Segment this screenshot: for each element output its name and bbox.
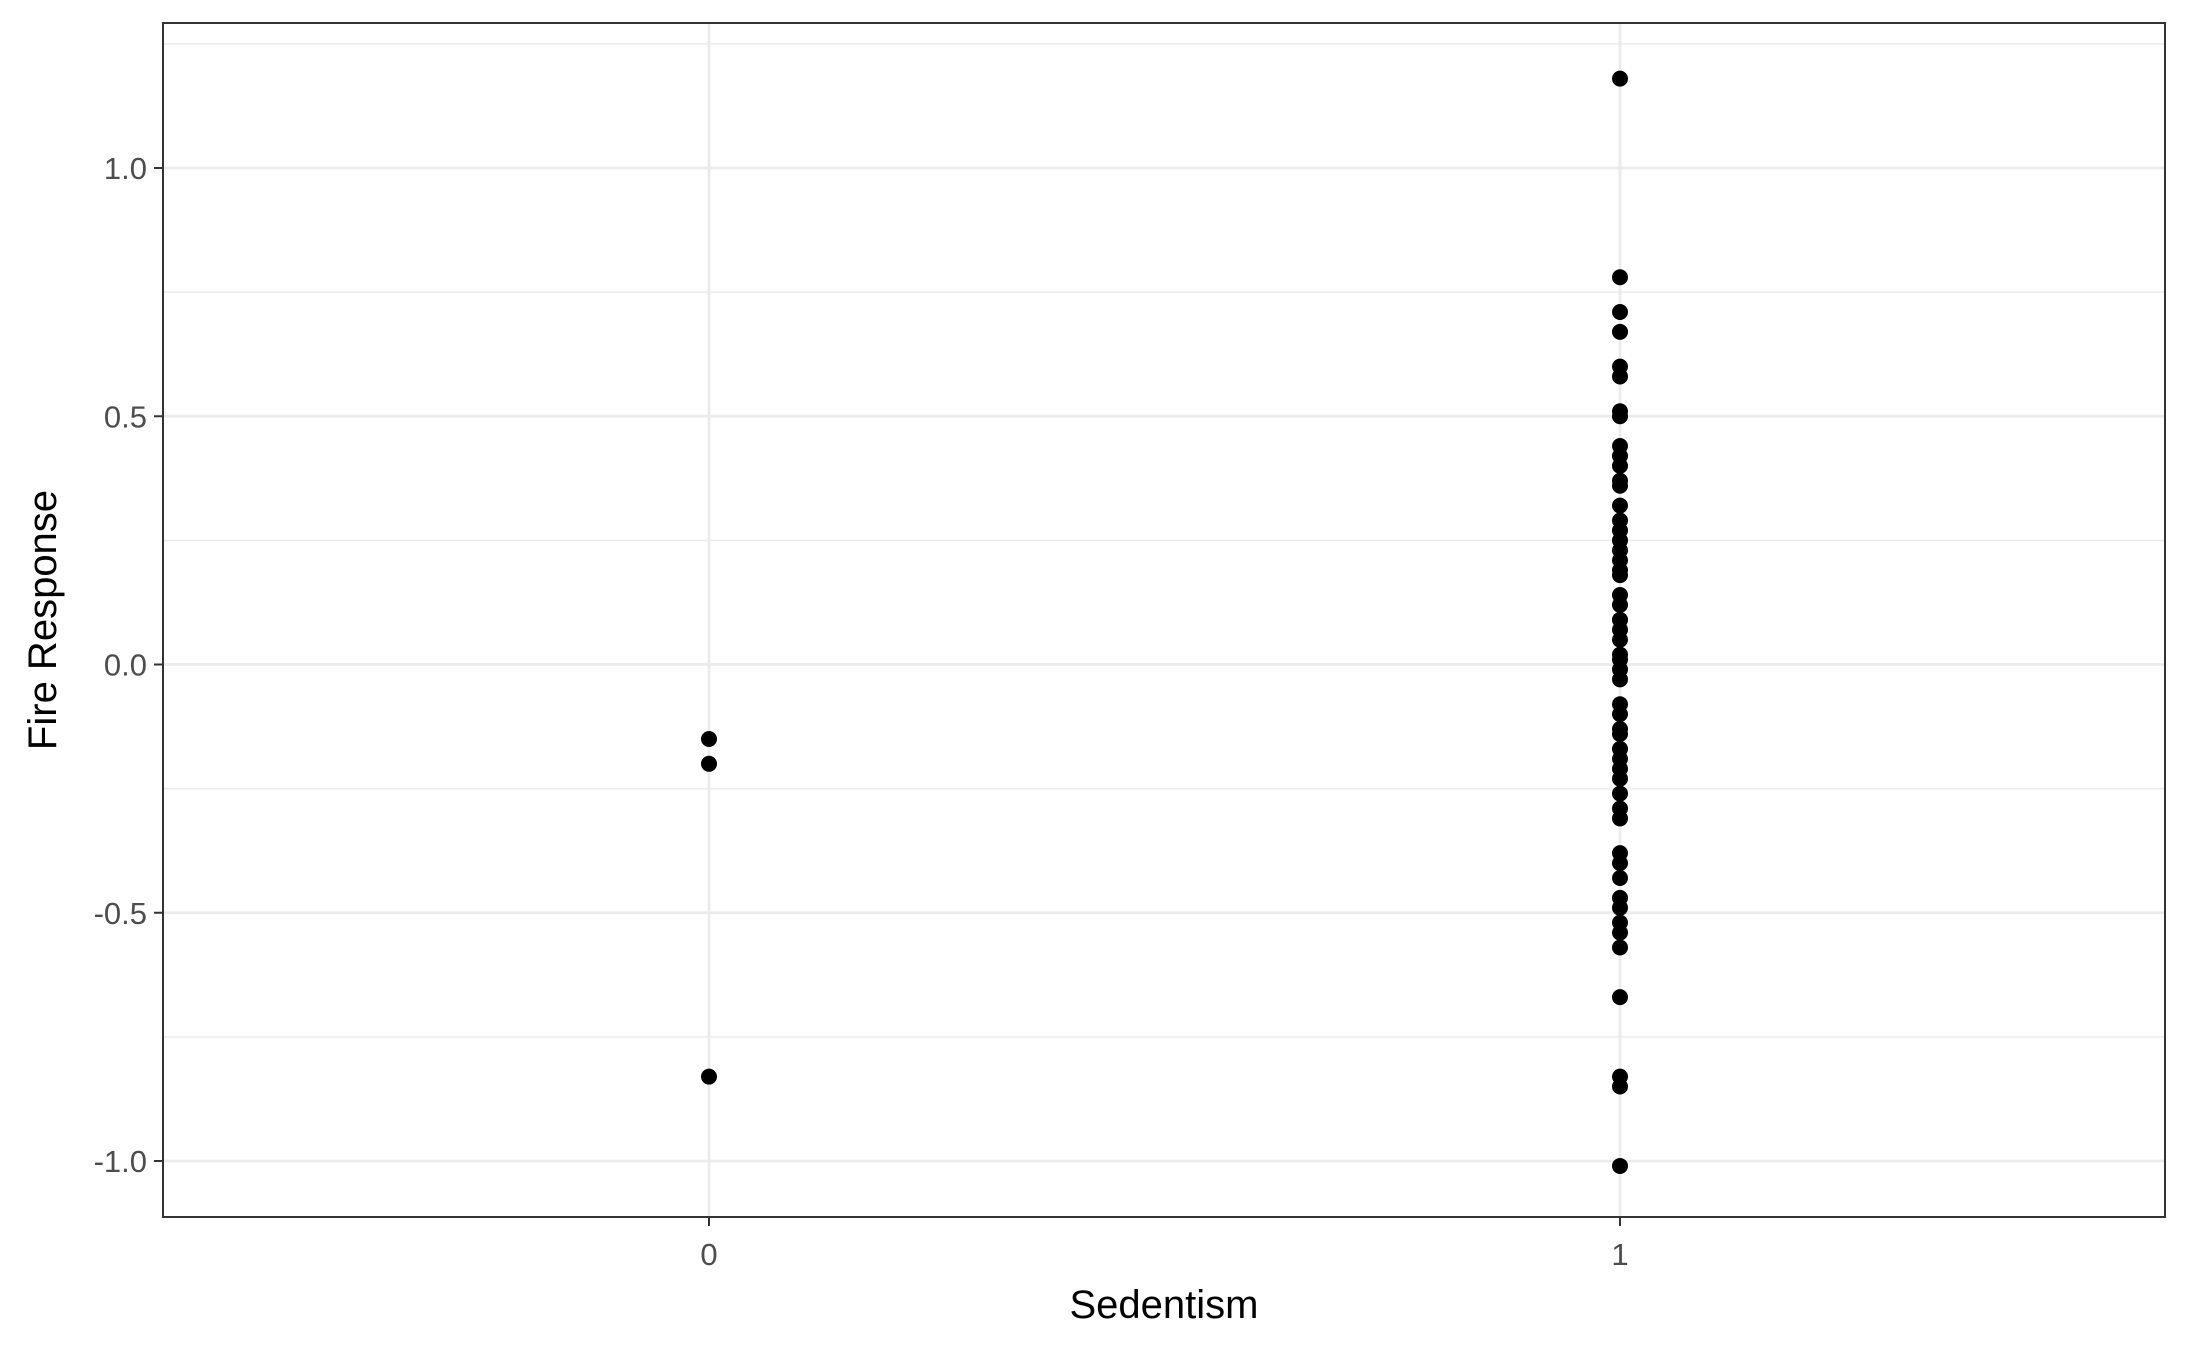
- data-point: [1612, 408, 1628, 425]
- data-point: [1612, 457, 1628, 474]
- data-point: [701, 1068, 717, 1085]
- x-tick-label: 1: [1611, 1237, 1628, 1272]
- data-point: [1612, 303, 1628, 320]
- data-point: [1612, 924, 1628, 941]
- y-tick-label: -1.0: [94, 1144, 147, 1179]
- data-point: [1612, 869, 1628, 886]
- data-point: [1612, 1078, 1628, 1095]
- data-point: [1612, 810, 1628, 827]
- data-point: [1612, 706, 1628, 723]
- data-point: [1612, 671, 1628, 688]
- data-point: [1612, 269, 1628, 286]
- data-point: [1612, 989, 1628, 1006]
- major-gridlines: [163, 23, 2165, 1217]
- data-point: [1612, 70, 1628, 87]
- data-point: [1612, 497, 1628, 514]
- data-points: [701, 70, 1628, 1174]
- y-tick-label: 1.0: [104, 151, 147, 186]
- data-point: [1612, 899, 1628, 916]
- y-axis-title: Fire Response: [21, 490, 65, 750]
- data-point: [1612, 368, 1628, 385]
- data-point: [1612, 785, 1628, 802]
- data-point: [1612, 726, 1628, 743]
- data-point: [1612, 1157, 1628, 1174]
- data-point: [1612, 477, 1628, 494]
- x-axis-title: Sedentism: [1070, 1283, 1259, 1327]
- x-tick-label: 0: [700, 1237, 717, 1272]
- y-axis: -1.0 -0.5 0.0 0.5 1.0: [94, 151, 163, 1179]
- data-point: [1612, 631, 1628, 648]
- data-point: [1612, 567, 1628, 584]
- minor-gridlines: [163, 43, 2165, 1038]
- data-point: [701, 755, 717, 772]
- y-tick-label: -0.5: [94, 896, 147, 931]
- data-point: [1612, 323, 1628, 340]
- data-point: [1612, 596, 1628, 613]
- data-point: [1612, 939, 1628, 956]
- data-point: [1612, 770, 1628, 787]
- data-point: [701, 730, 717, 747]
- y-tick-label: 0.0: [104, 648, 147, 683]
- plot-panel-border: [162, 22, 2166, 1218]
- data-point: [1612, 855, 1628, 872]
- y-tick-label: 0.5: [104, 399, 147, 434]
